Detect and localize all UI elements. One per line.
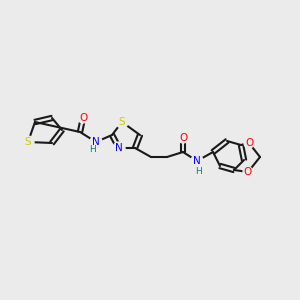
Text: S: S [119,117,125,127]
Circle shape [90,136,102,148]
Circle shape [78,113,88,123]
Circle shape [116,116,128,128]
Circle shape [113,142,125,154]
Circle shape [22,136,34,148]
Text: O: O [179,133,187,143]
Circle shape [243,167,253,177]
Text: O: O [79,113,87,123]
Text: N: N [193,156,201,166]
Text: H: H [90,146,96,154]
Text: S: S [25,137,31,147]
Circle shape [191,155,203,167]
Text: N: N [92,137,100,147]
Text: O: O [244,167,252,177]
Circle shape [244,138,254,148]
Text: H: H [195,167,201,176]
Text: N: N [115,143,123,153]
Text: O: O [245,138,253,148]
Circle shape [178,133,188,143]
